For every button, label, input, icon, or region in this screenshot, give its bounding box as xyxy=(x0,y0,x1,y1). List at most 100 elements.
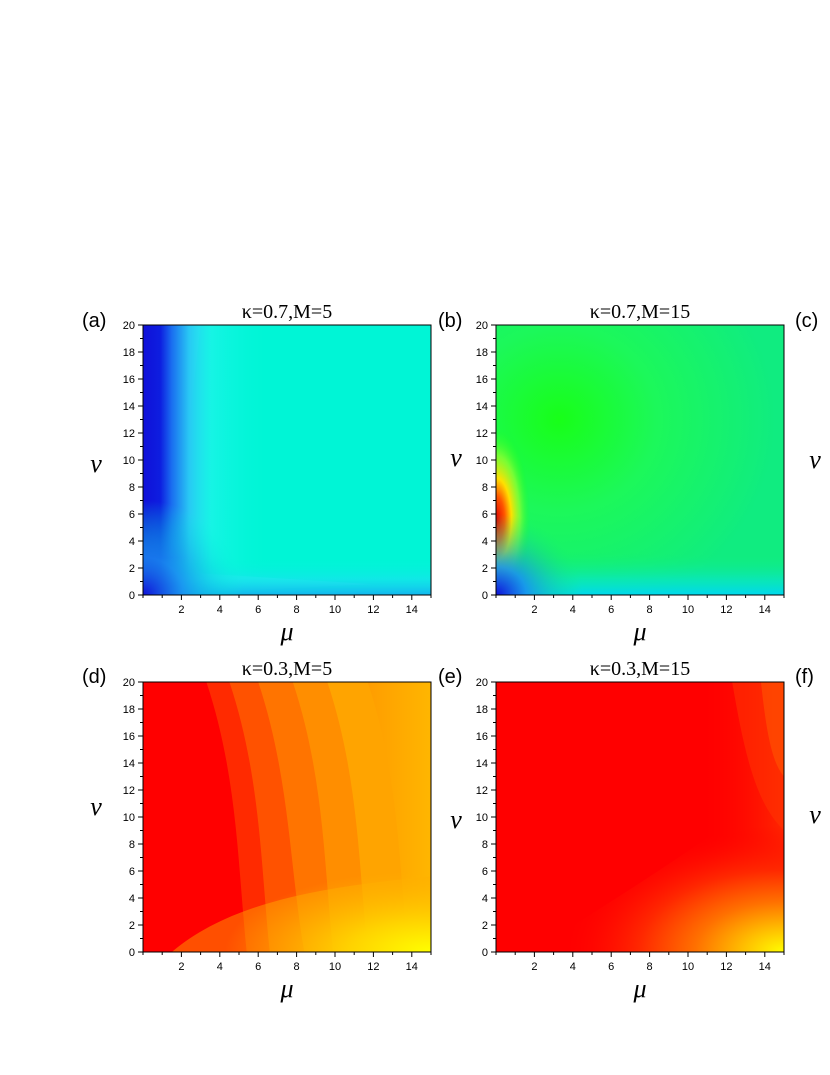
panels: 2 4 6 8 10 12 1402468101214161820κ=0.7,M=5(a)μ… xyxy=(82,301,821,1003)
contour-band xyxy=(530,776,784,952)
y-tick-label: 2 xyxy=(129,563,135,575)
y-tick-label: 0 xyxy=(482,590,488,602)
y-tick-label: 12 xyxy=(476,785,488,797)
y-axis-label: ν xyxy=(90,449,102,478)
y-tick-label: 14 xyxy=(123,758,135,770)
x-tick-label: 10 xyxy=(329,604,341,616)
x-tick-label: 10 xyxy=(682,604,694,616)
y-tick-label: 8 xyxy=(482,482,488,494)
y-tick-label: 18 xyxy=(123,704,135,716)
y-tick-label: 6 xyxy=(129,509,135,521)
y-tick-label: 0 xyxy=(129,590,135,602)
y-tick-label: 16 xyxy=(123,374,135,386)
y-tick-label: 6 xyxy=(482,509,488,521)
y-tick-label: 8 xyxy=(129,839,135,851)
panel-title: κ=0.7,M=5 xyxy=(242,301,332,323)
panel-label: (d) xyxy=(82,666,106,688)
y-tick-label: 4 xyxy=(482,536,488,548)
y-tick-label: 6 xyxy=(129,866,135,878)
x-tick-label: 6 xyxy=(255,604,261,616)
x-tick-label: 14 xyxy=(759,961,771,973)
x-tick-label: 14 xyxy=(406,604,418,616)
chart-panel-2: 2 4 6 8 10 12 14 0 2 4 6 8 10 12 14 16 18 20 κ=0.7,M=15 (b)… xyxy=(438,301,785,646)
x-tick-label: 2 xyxy=(531,961,537,973)
panel-label: (a) xyxy=(82,310,106,332)
panel-label: (f) xyxy=(795,666,814,688)
x-tick-label: 2 xyxy=(178,604,184,616)
x-axis-label: μ xyxy=(632,974,646,1003)
y-tick-label: 2 xyxy=(482,920,488,932)
y-tick-label: 10 xyxy=(476,812,488,824)
panel-label: (c) xyxy=(795,310,818,332)
y-tick-label: 8 xyxy=(129,482,135,494)
heatmap xyxy=(143,325,431,595)
x-tick-label: 8 xyxy=(294,961,300,973)
heatmap-corner-gradient xyxy=(143,325,431,595)
y-tick-label: 4 xyxy=(482,893,488,905)
y-axis-label: ν xyxy=(450,443,462,472)
chart-panel-4: 2 4 6 8 10 12 14 0 2 4 6 8 10 12 14 16 18 20 κ=0.3,M=15 (e)… xyxy=(438,658,785,1003)
y-tick-label: 16 xyxy=(476,374,488,386)
x-axis-label: μ xyxy=(279,617,293,646)
x-tick-label: 12 xyxy=(367,961,379,973)
y-tick-label: 0 xyxy=(482,947,488,959)
y-tick-label: 20 xyxy=(476,677,488,689)
panel-title: κ=0.3,M=5 xyxy=(242,658,332,680)
y-tick-label: 16 xyxy=(476,731,488,743)
x-tick-label: 10 xyxy=(682,961,694,973)
x-tick-label: 4 xyxy=(217,604,223,616)
x-axis-label: μ xyxy=(632,617,646,646)
contour-band xyxy=(760,682,784,777)
x-tick-label: 8 xyxy=(294,604,300,616)
y-tick-label: 10 xyxy=(476,455,488,467)
x-tick-label: 12 xyxy=(367,604,379,616)
y-axis-label: ν xyxy=(450,805,462,834)
y-tick-label: 2 xyxy=(129,920,135,932)
y-tick-label: 2 xyxy=(482,563,488,575)
x-tick-label: 10 xyxy=(329,961,341,973)
x-tick-label: 6 xyxy=(608,961,614,973)
y-tick-label: 4 xyxy=(129,893,135,905)
x-tick-label: 4 xyxy=(570,604,576,616)
x-tick-label: 6 xyxy=(255,961,261,973)
x-tick-label: 14 xyxy=(406,961,418,973)
y-tick-label: 20 xyxy=(123,677,135,689)
heatmap-corner-gradient xyxy=(143,682,431,952)
heatmap xyxy=(496,682,784,952)
y-axis-label: ν xyxy=(809,445,821,474)
heatmap xyxy=(496,325,784,595)
y-tick-label: 12 xyxy=(123,785,135,797)
x-tick-label: 6 xyxy=(608,604,614,616)
x-tick-label: 8 xyxy=(647,961,653,973)
x-tick-label: 8 xyxy=(647,604,653,616)
y-tick-label: 14 xyxy=(476,758,488,770)
y-tick-label: 12 xyxy=(476,428,488,440)
x-axis-label: μ xyxy=(279,974,293,1003)
y-tick-label: 20 xyxy=(123,320,135,332)
heatmap-corner-gradient xyxy=(496,325,784,595)
y-tick-label: 18 xyxy=(123,347,135,359)
y-tick-label: 14 xyxy=(123,401,135,413)
heatmap xyxy=(143,682,431,952)
chart-panel-3: 2 4 6 8 10 12 14 0 2 4 6 8 10 12 14 16 18 20 κ=0.3,M=5 (d) μ… xyxy=(82,658,432,1003)
y-tick-label: 14 xyxy=(476,401,488,413)
y-tick-label: 16 xyxy=(123,731,135,743)
y-tick-label: 0 xyxy=(129,947,135,959)
y-tick-label: 10 xyxy=(123,812,135,824)
y-axis-label: ν xyxy=(809,800,821,829)
x-tick-label: 14 xyxy=(759,604,771,616)
y-axis-label: ν xyxy=(90,792,102,821)
x-tick-label: 4 xyxy=(217,961,223,973)
panel-title: κ=0.7,M=15 xyxy=(590,301,690,323)
chart-panel-1: 2 4 6 8 10 12 14 0 2 4 6 8 10 12 14 16 18 20 κ=0.7,M=5 (a) μ… xyxy=(82,301,432,646)
panel-title: κ=0.3,M=15 xyxy=(590,658,690,680)
panel-label: (b) xyxy=(438,310,462,332)
panel-label: (e) xyxy=(438,666,462,688)
y-tick-label: 20 xyxy=(476,320,488,332)
y-tick-label: 4 xyxy=(129,536,135,548)
y-tick-label: 12 xyxy=(123,428,135,440)
y-tick-label: 18 xyxy=(476,347,488,359)
x-tick-label: 12 xyxy=(720,961,732,973)
x-tick-label: 12 xyxy=(720,604,732,616)
